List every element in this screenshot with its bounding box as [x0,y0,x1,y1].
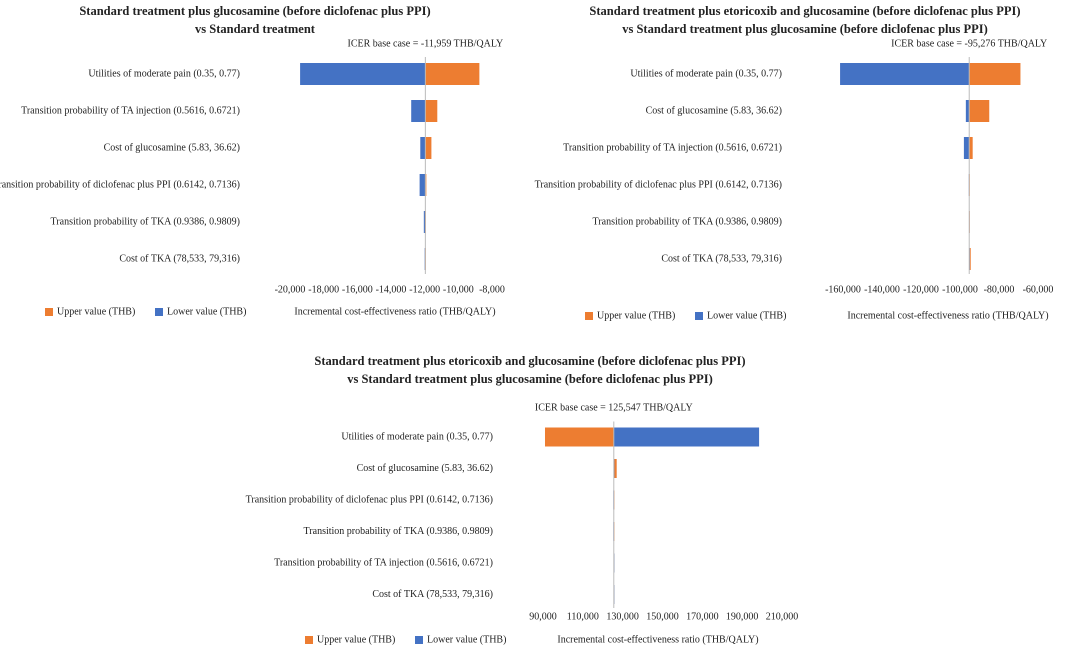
legend-label: Upper value (THB) [317,634,395,645]
x-tick-label: -18,000 [308,284,339,295]
x-tick-label: -100,000 [942,284,978,295]
annotation: ICER base case = -11,959 THB/QALY [347,38,503,49]
x-tick-label: -140,000 [864,284,900,295]
chart-title: vs Standard treatment plus glucosamine (… [622,22,988,36]
category-label: Transition probability of TKA (0.9386, 0… [51,216,240,227]
bar [840,63,970,85]
bar [965,100,970,122]
x-tick-label: -10,000 [443,284,474,295]
x-tick-label: -120,000 [903,284,939,295]
category-label: Utilities of moderate pain (0.35, 0.77) [341,431,493,442]
bar [613,459,617,478]
chart-title: Standard treatment plus glucosamine (bef… [79,4,430,18]
chart-title: vs Standard treatment plus glucosamine (… [347,372,713,386]
bar [613,427,760,447]
x-tick-label: -8,000 [479,284,505,295]
category-label: Cost of glucosamine (5.83, 36.62) [646,105,782,116]
legend-swatch [155,308,163,316]
x-tick-label: -80,000 [984,284,1015,295]
legend-swatch [305,636,313,644]
category-label: Cost of TKA (78,533, 79,316) [661,253,782,264]
x-tick-label: -16,000 [342,284,373,295]
annotation: ICER base case = 125,547 THB/QALY [535,402,693,413]
bar [969,248,971,270]
legend-label: Lower value (THB) [707,310,786,321]
legend-swatch [45,308,53,316]
category-label: Transition probability of TKA (0.9386, 0… [304,526,493,537]
x-tick-label: 210,000 [766,611,799,622]
category-label: Transition probability of diclofenac plu… [535,179,782,190]
x-tick-label: -60,000 [1023,284,1054,295]
chart-title: vs Standard treatment [195,22,316,36]
bar [420,137,426,159]
bar [969,137,973,159]
category-label: Transition probability of diclofenac plu… [0,179,240,190]
bar [544,427,614,447]
category-label: Transition probability of TA injection (… [563,142,782,153]
category-label: Cost of TKA (78,533, 79,316) [119,253,240,264]
x-tick-label: 130,000 [606,611,639,622]
bar [425,137,432,159]
annotation: ICER base case = -95,276 THB/QALY [891,38,1047,49]
bar [423,211,426,233]
legend-swatch [585,312,593,320]
legend-label: Upper value (THB) [57,306,135,317]
x-axis-label: Incremental cost-effectiveness ratio (TH… [847,310,1048,321]
bar [963,137,970,159]
x-tick-label: 170,000 [686,611,719,622]
chart-title: Standard treatment plus etoricoxib and g… [589,4,1020,18]
x-tick-label: -14,000 [376,284,407,295]
x-tick-label: 90,000 [529,611,557,622]
x-tick-label: -160,000 [825,284,861,295]
x-tick-label: -12,000 [409,284,440,295]
x-tick-label: 110,000 [567,611,599,622]
category-label: Cost of TKA (78,533, 79,316) [372,589,493,600]
category-label: Cost of glucosamine (5.83, 36.62) [357,463,493,474]
x-axis-label: Incremental cost-effectiveness ratio (TH… [557,634,758,645]
legend-swatch [695,312,703,320]
category-label: Transition probability of diclofenac plu… [246,494,493,505]
legend-label: Lower value (THB) [167,306,246,317]
category-label: Cost of glucosamine (5.83, 36.62) [104,142,240,153]
bar [300,63,426,85]
bar [969,63,1021,85]
category-label: Transition probability of TKA (0.9386, 0… [593,216,782,227]
bar [425,63,480,85]
x-axis-label: Incremental cost-effectiveness ratio (TH… [294,306,495,317]
legend-swatch [415,636,423,644]
chart-title: Standard treatment plus etoricoxib and g… [314,354,745,368]
bar [411,100,426,122]
bar [969,100,990,122]
category-label: Transition probability of TA injection (… [274,557,493,568]
category-label: Transition probability of TA injection (… [21,105,240,116]
legend-label: Lower value (THB) [427,634,506,645]
legend-label: Upper value (THB) [597,310,675,321]
x-tick-label: 190,000 [726,611,759,622]
category-label: Utilities of moderate pain (0.35, 0.77) [88,68,240,79]
category-label: Utilities of moderate pain (0.35, 0.77) [630,68,782,79]
bar [425,100,438,122]
bar [419,174,426,196]
x-tick-label: -20,000 [275,284,306,295]
x-tick-label: 150,000 [646,611,679,622]
